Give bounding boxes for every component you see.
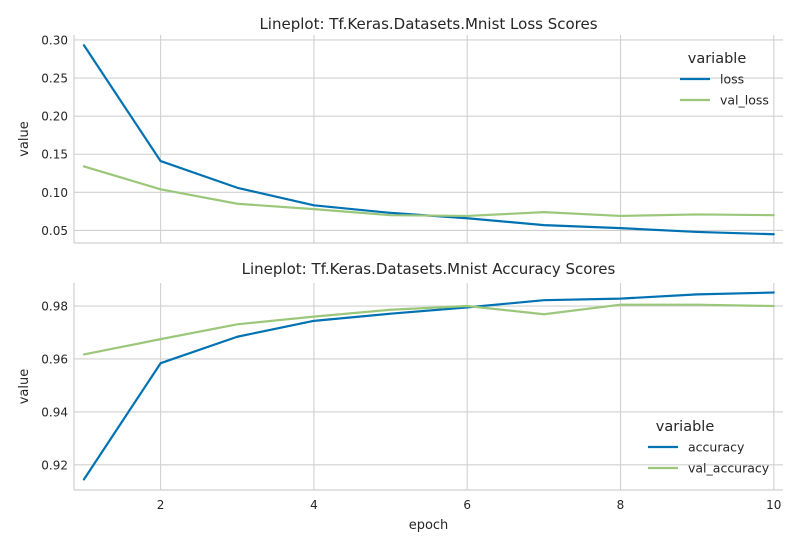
chart-title: Lineplot: Tf.Keras.Datasets.Mnist Accura… xyxy=(242,260,616,278)
x-tick-label: 4 xyxy=(310,498,318,512)
chart-panel-0: 0.05 0.10 0.15 0.20 0.25 0.30 Lineplot: Tf.Ker… xyxy=(17,15,783,244)
y-tick-label: 0.15 xyxy=(41,148,68,162)
legend-label-val_loss: val_loss xyxy=(720,93,769,108)
y-axis-label: value xyxy=(17,369,32,405)
legend-label-val_accuracy: val_accuracy xyxy=(688,461,770,476)
y-tick-label: 0.25 xyxy=(41,72,68,86)
series-line-val_loss xyxy=(82,165,775,218)
y-tick-label: 0.10 xyxy=(41,186,68,200)
x-tick-label: 8 xyxy=(617,498,625,512)
y-tick-label: 0.94 xyxy=(41,405,68,419)
legend-label-accuracy: accuracy xyxy=(688,440,745,455)
plot-area xyxy=(74,283,783,490)
y-tick-label: 0.05 xyxy=(41,224,68,238)
y-tick-label: 0.92 xyxy=(41,458,68,472)
y-tick-label: 0.30 xyxy=(41,33,68,47)
y-tick-label: 0.20 xyxy=(41,110,68,124)
x-tick-label: 6 xyxy=(463,498,471,512)
legend: variable loss val_loss xyxy=(680,51,769,108)
chart-title: Lineplot: Tf.Keras.Datasets.Mnist Loss S… xyxy=(259,15,597,33)
series-line-accuracy xyxy=(82,291,775,481)
legend-label-loss: loss xyxy=(720,72,744,87)
x-tick-label: 10 xyxy=(766,498,781,512)
y-axis-label: value xyxy=(17,121,32,157)
x-axis-label: epoch xyxy=(409,518,449,533)
legend-title: variable xyxy=(688,51,747,67)
series-line-val_accuracy xyxy=(82,303,775,356)
x-tick-label: 2 xyxy=(157,498,165,512)
legend: variable accuracy val_accuracy xyxy=(648,419,770,476)
plot-area xyxy=(74,35,783,243)
y-tick-label: 0.98 xyxy=(41,300,68,314)
y-tick-label: 0.96 xyxy=(41,352,68,366)
chart-panel-1: 0.92 0.94 0.96 0.98 2 4 6 8 10 Lineplot: Tf.Keras… xyxy=(17,260,783,533)
legend-title: variable xyxy=(656,419,715,435)
